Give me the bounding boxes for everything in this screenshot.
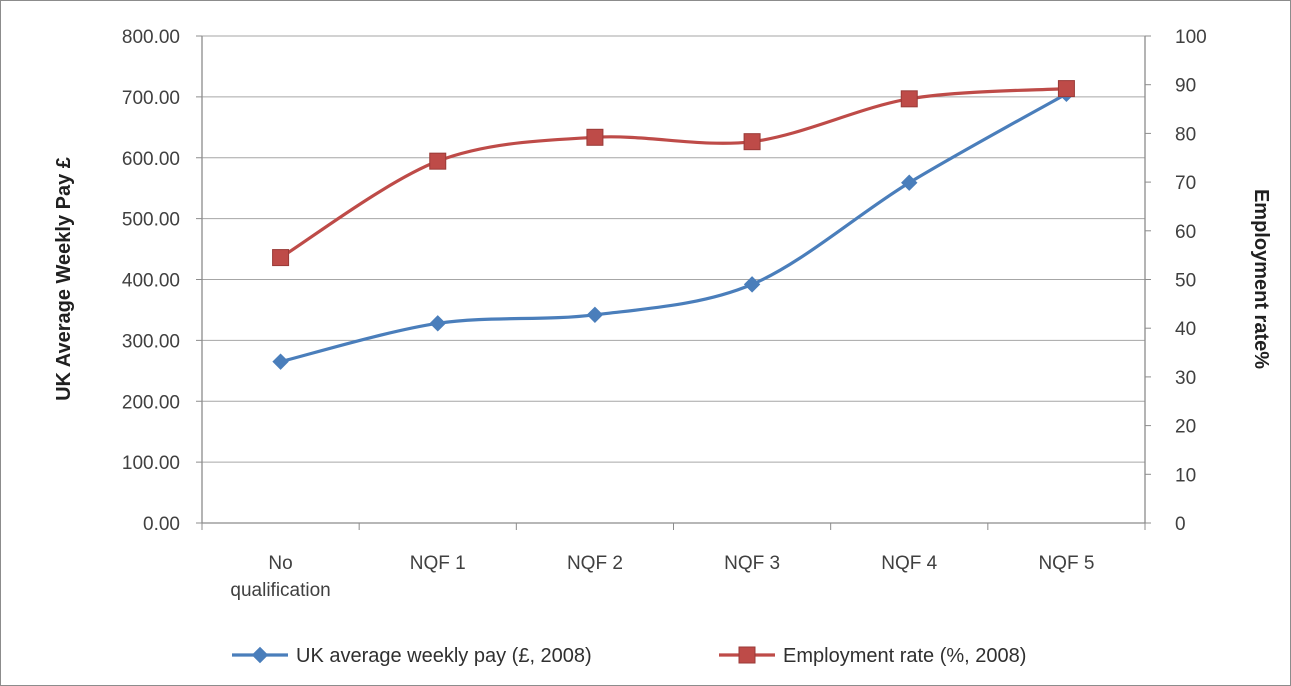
- left-tick-label: 200.00: [122, 392, 180, 413]
- data-point-series-1: [429, 315, 446, 332]
- data-point-series-2: [272, 249, 290, 267]
- legend-marker-1: [251, 646, 269, 664]
- right-tick-label: 80: [1175, 124, 1196, 145]
- legend-label-1: UK average weekly pay (£, 2008): [296, 645, 592, 667]
- series-line-2: [279, 86, 1067, 259]
- x-tick-label-line: qualification: [230, 580, 330, 601]
- right-axis-ticks: 0 10 20 30 40 50 60 70 80 90 100: [1175, 27, 1207, 535]
- left-tick-label: 600.00: [122, 149, 180, 170]
- x-tick-label: No qualification: [230, 553, 330, 601]
- data-point-series-2: [429, 152, 447, 170]
- right-tick-label: 30: [1175, 368, 1196, 389]
- x-tick-label: NQF 1: [410, 553, 466, 574]
- data-point-series-1: [743, 276, 761, 293]
- right-tick-label: 50: [1175, 271, 1196, 292]
- x-tick-label-line: No: [268, 553, 292, 574]
- series-layer: [272, 80, 1075, 370]
- right-tick-label: 60: [1175, 222, 1196, 243]
- right-tick-label: 90: [1175, 76, 1196, 97]
- x-tick-label: NQF 3: [724, 553, 780, 574]
- left-tick-label: 500.00: [122, 210, 180, 231]
- y-axis-title: UK Average Weekly Pay £: [53, 157, 75, 401]
- left-tick-label: 700.00: [122, 88, 180, 109]
- x-tick-label: NQF 2: [567, 553, 623, 574]
- x-tick-label-line: NQF 2: [567, 553, 623, 574]
- data-point-series-1: [901, 174, 918, 191]
- left-tick-label: 300.00: [122, 331, 180, 352]
- axes: [196, 35, 1151, 530]
- legend-marker-2: [738, 646, 756, 664]
- x-tick-label: NQF 5: [1038, 553, 1094, 574]
- data-point-series-1: [272, 353, 289, 370]
- right-tick-label: 0: [1175, 514, 1186, 535]
- data-point-series-2: [1057, 80, 1075, 98]
- data-point-series-2: [743, 133, 761, 151]
- x-tick-label-line: NQF 1: [410, 553, 466, 574]
- series-line-1: [280, 92, 1068, 364]
- gridlines: [202, 35, 1145, 463]
- left-tick-label: 100.00: [122, 453, 180, 474]
- legend: UK average weekly pay (£, 2008) Employmen…: [232, 645, 1026, 667]
- left-tick-label: 800.00: [122, 27, 180, 48]
- x-tick-label-line: NQF 5: [1038, 553, 1094, 574]
- x-axis-ticks: No qualification NQF 1 NQF 2 NQF 3 NQF 4 NQF 5: [230, 553, 1094, 601]
- right-tick-label: 70: [1175, 173, 1196, 194]
- left-tick-label: 400.00: [122, 271, 180, 292]
- x-tick-label-line: NQF 3: [724, 553, 780, 574]
- right-tick-label: 20: [1175, 417, 1196, 438]
- left-axis-ticks: 0.00 100.00 200.00 300.00 400.00 500.00 600.00…: [122, 27, 180, 535]
- y2-axis-title: Employment rate%: [1250, 189, 1272, 369]
- right-tick-label: 40: [1175, 319, 1196, 340]
- x-tick-label-line: NQF 4: [881, 553, 937, 574]
- right-tick-label: 100: [1175, 27, 1207, 48]
- x-tick-label: NQF 4: [881, 553, 937, 574]
- left-tick-label: 0.00: [143, 514, 180, 535]
- right-tick-label: 10: [1175, 465, 1196, 486]
- data-point-series-2: [586, 128, 604, 146]
- data-point-series-1: [586, 306, 604, 324]
- legend-label-2: Employment rate (%, 2008): [783, 645, 1026, 667]
- data-point-series-2: [900, 90, 918, 108]
